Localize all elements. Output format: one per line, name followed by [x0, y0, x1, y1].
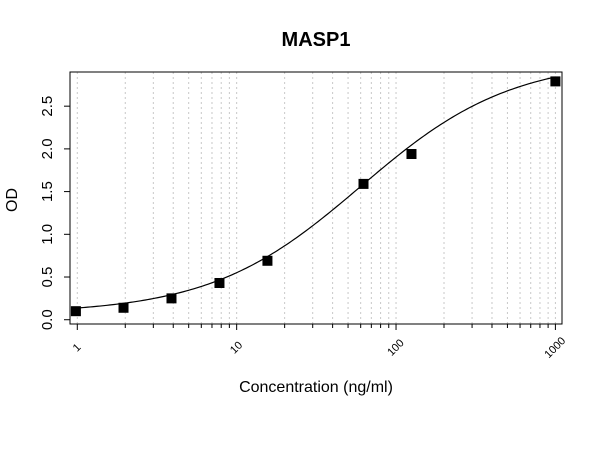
x-axis: 1 10 100 1000 — [71, 324, 568, 361]
y-axis: 0.0 0.5 1.0 1.5 2.0 2.5 — [39, 96, 70, 330]
chart-title: MASP1 — [282, 29, 351, 51]
x-tick-label: 100 — [385, 337, 406, 358]
data-point — [214, 277, 225, 288]
data-point — [358, 178, 369, 189]
y-axis-label: OD — [4, 188, 21, 212]
plot-frame — [69, 71, 563, 325]
grid — [76, 72, 556, 324]
y-tick-label: 2.0 — [39, 138, 56, 159]
data-point — [550, 76, 561, 87]
y-tick-label: 0.5 — [39, 267, 56, 288]
x-tick-label: 1 — [71, 342, 84, 355]
y-tick-label: 1.0 — [39, 224, 56, 245]
data-point — [118, 302, 129, 313]
y-tick-label: 1.5 — [39, 181, 56, 202]
data-point — [406, 149, 417, 160]
data-points — [70, 76, 561, 317]
fit-curve — [75, 76, 556, 309]
data-point — [166, 293, 177, 304]
x-tick-label: 1000 — [542, 335, 568, 361]
y-tick-label: 0.0 — [39, 309, 56, 330]
data-point — [70, 306, 81, 317]
x-tick-label: 10 — [228, 339, 245, 356]
y-tick-label: 2.5 — [39, 96, 56, 117]
x-axis-label: Concentration (ng/ml) — [239, 379, 393, 396]
data-point — [262, 255, 273, 266]
